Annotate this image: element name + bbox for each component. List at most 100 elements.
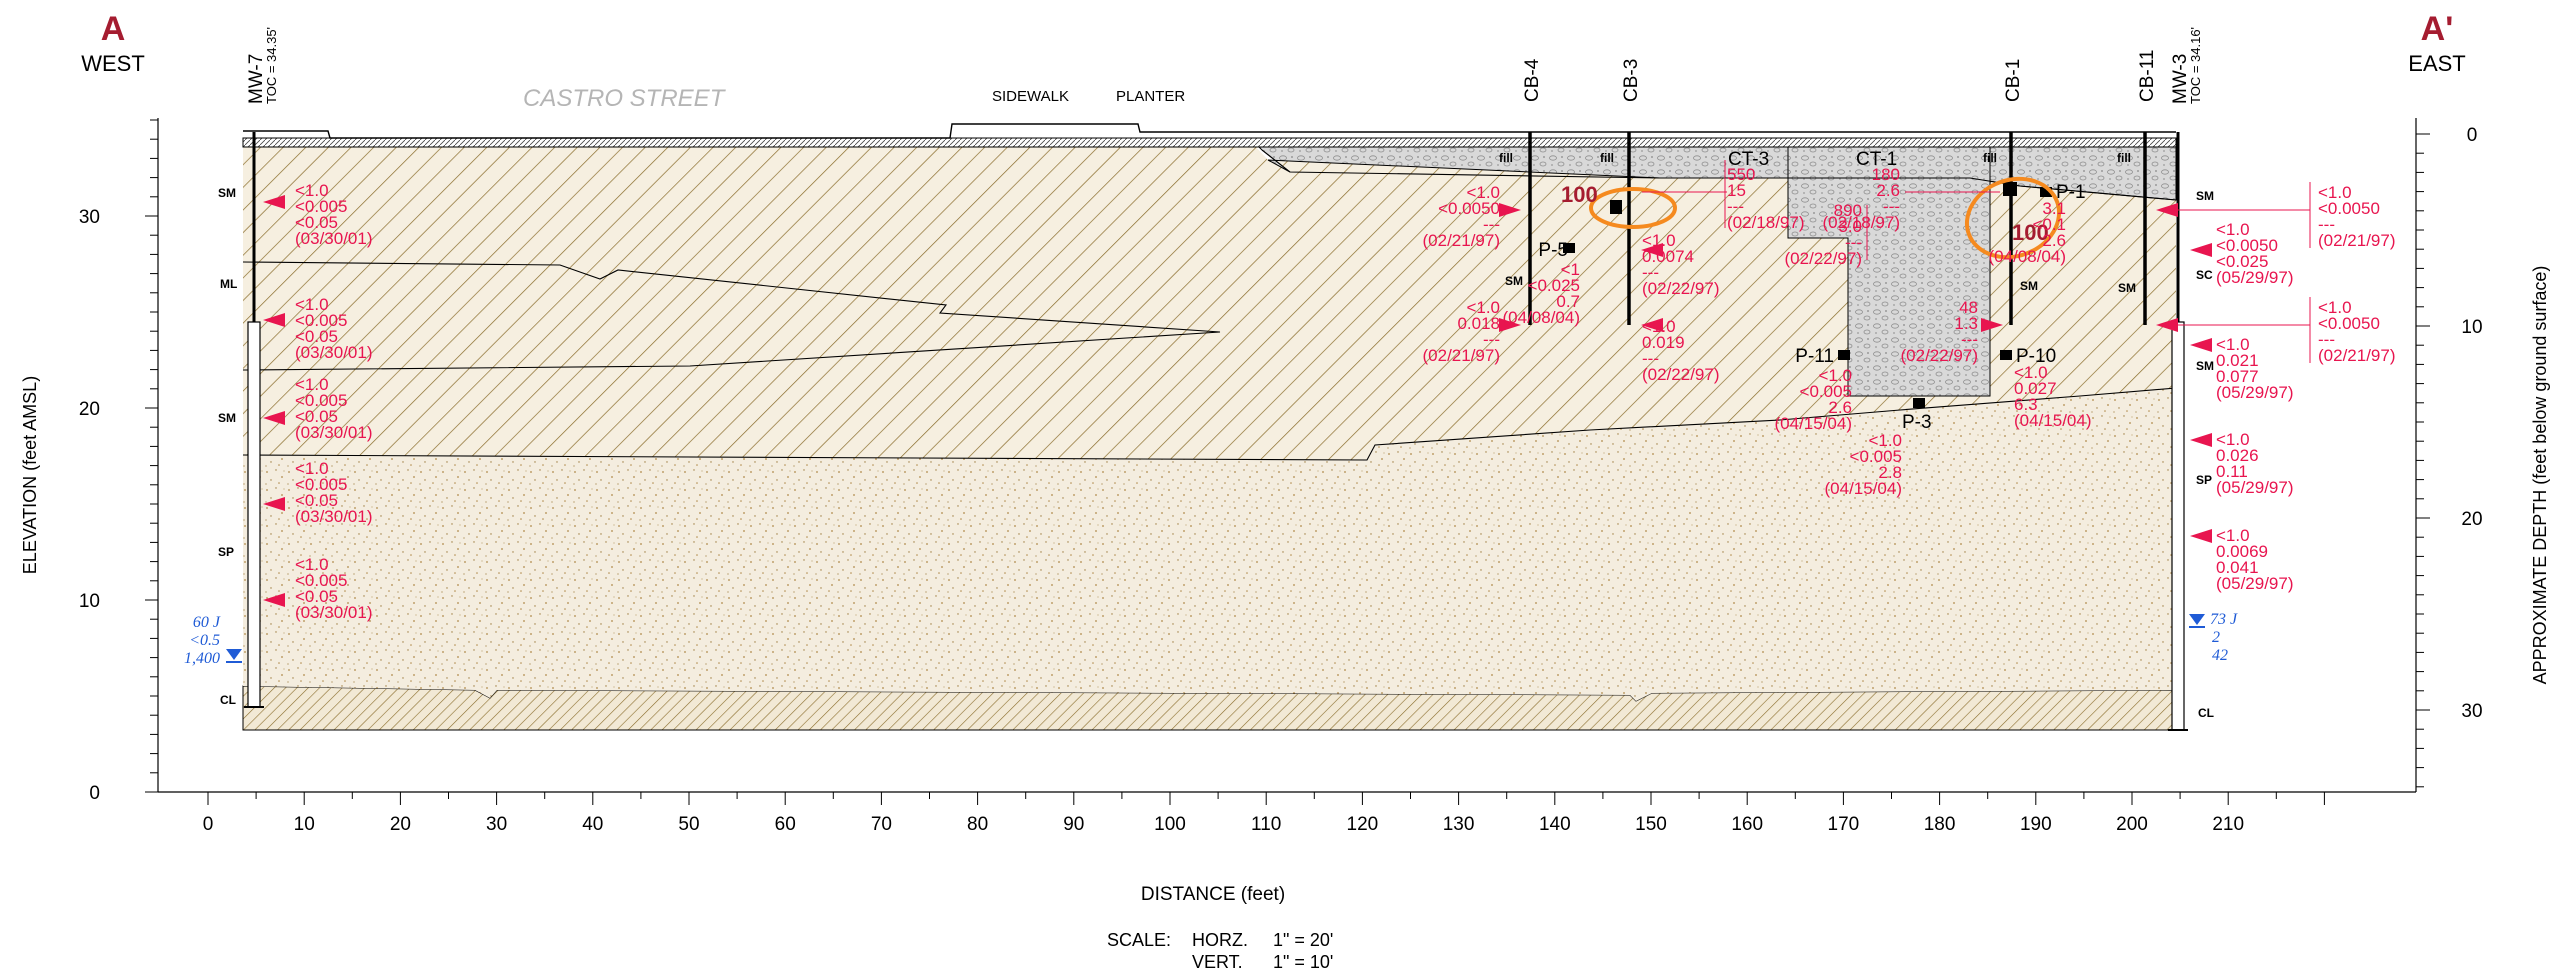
soil-code: CL — [220, 693, 236, 707]
highlights: 100 100 — [1561, 176, 2062, 260]
left-tick-label: 0 — [89, 783, 100, 804]
probe-p1-marker — [2040, 187, 2052, 197]
x-tick-label: 170 — [1828, 814, 1860, 835]
gw-mw7-1: 60 J — [193, 614, 221, 631]
gw-mw7-2: <0.5 — [189, 632, 220, 649]
sample-value: <0.005 — [295, 197, 347, 216]
sample-arrow — [2156, 318, 2178, 332]
sample-value: <1.0 — [1466, 183, 1500, 202]
x-tick-label: 10 — [294, 814, 315, 835]
sample-value: 3.0 — [1838, 217, 1862, 236]
sample-value: (05/29/97) — [2216, 478, 2294, 497]
gw-mw3-2: 2 — [2212, 629, 2220, 646]
sample-value: 6.3 — [2014, 395, 2038, 414]
probe-p10-marker — [2000, 350, 2012, 360]
sample-value: 2.6 — [2042, 231, 2066, 250]
direction-west: WEST — [81, 51, 145, 76]
sample-value: <1.0 — [2216, 430, 2250, 449]
sample-value: <1.0 — [295, 295, 329, 314]
sample-arrow — [263, 313, 285, 327]
probe-p11-marker — [1838, 350, 1850, 360]
water-table-icon — [2189, 614, 2205, 625]
silty-sand-layer — [243, 146, 2176, 460]
scale-vert-label: VERT. — [1192, 952, 1243, 972]
sample-value: 2.6 — [1828, 398, 1852, 417]
x-tick-label: 150 — [1635, 814, 1667, 835]
sample-value: (05/29/97) — [2216, 268, 2294, 287]
sample-value: 48 — [1959, 298, 1978, 317]
left-tick-label: 10 — [79, 591, 100, 612]
x-tick-label: 130 — [1443, 814, 1475, 835]
sample-arrow — [263, 593, 285, 607]
sample-value: 0.027 — [2014, 379, 2057, 398]
left-axis-label: ELEVATION (feet AMSL) — [20, 376, 40, 574]
soil-codes: SM ML SM SP CL SM SC SM SP CL SM SM SM f… — [218, 151, 2214, 720]
x-tick-label: 100 — [1154, 814, 1186, 835]
scale-vert-value: 1" = 10' — [1273, 952, 1333, 972]
probe-p5-name: P-5 — [1538, 240, 1568, 261]
x-tick-label: 80 — [967, 814, 988, 835]
sample-value: <0.0050 — [1438, 199, 1500, 218]
sample-value: --- — [1845, 233, 1862, 252]
sample-value: (03/30/01) — [295, 343, 373, 362]
gw-mw7-3: 1,400 — [184, 650, 220, 667]
sample-value: 0.021 — [2216, 351, 2259, 370]
x-axis-label: DISTANCE (feet) — [1141, 884, 1285, 905]
sample-value: (05/29/97) — [2216, 574, 2294, 593]
boring-cb4-name: CB-4 — [1522, 58, 1543, 102]
sidewalk-label: SIDEWALK — [992, 88, 1069, 105]
ground-surface — [243, 123, 2176, 139]
sample-value: <1.0 — [2216, 526, 2250, 545]
sample-value: <1.0 — [295, 555, 329, 574]
right-tick-label: 20 — [2461, 509, 2482, 530]
soil-code: fill — [1499, 151, 1513, 165]
sample-value: --- — [2318, 330, 2335, 349]
boring-cb11-name: CB-11 — [2137, 50, 2158, 102]
sample-value: <1.0 — [2216, 220, 2250, 239]
x-tick-label: 50 — [678, 814, 699, 835]
sample-value: (04/08/04) — [1989, 247, 2067, 266]
sample-value: <0.1 — [2032, 215, 2066, 234]
planter-label: PLANTER — [1116, 88, 1185, 105]
sample-value: <1.0 — [1868, 431, 1902, 450]
sample-value: (02/18/97) — [1727, 213, 1805, 232]
sample-arrow — [1499, 203, 1521, 217]
sample-value: (02/22/97) — [1642, 365, 1720, 384]
sample-value: <0.005 — [295, 311, 347, 330]
x-tick-label: 60 — [775, 814, 796, 835]
sample-value: <0.005 — [295, 475, 347, 494]
sample-value: 0.041 — [2216, 558, 2259, 577]
sample-value: (02/21/97) — [2318, 231, 2396, 250]
soil-code: CL — [2198, 706, 2214, 720]
sample-value: (02/18/97) — [1823, 213, 1901, 232]
probe-p3-name: P-3 — [1902, 412, 1932, 433]
sample-value: 3.1 — [2042, 199, 2066, 218]
sample-value: 180 — [1872, 165, 1900, 184]
soil-code: fill — [1983, 151, 1997, 165]
axis-ticks: 0 10 20 30 0 10 20 30 0 10 20 30 40 50 60 70 80 90 100 110 1… — [79, 119, 2483, 835]
soil-code: SM — [2196, 359, 2214, 373]
well-mw7-name: MW-7 — [246, 54, 267, 104]
sample-arrow — [2156, 203, 2178, 217]
left-tick-label: 30 — [79, 207, 100, 228]
x-tick-label: 30 — [486, 814, 507, 835]
sample-value: (02/21/97) — [2318, 346, 2396, 365]
probe-cb1-marker — [2003, 182, 2017, 196]
sample-value: (04/15/04) — [1775, 414, 1853, 433]
probe-p1-name: P-1 — [2056, 182, 2086, 203]
sample-value: --- — [1483, 215, 1500, 234]
sample-value: <0.005 — [1850, 447, 1902, 466]
sample-value: <1 — [1561, 260, 1580, 279]
highlight-value-ct3: 100 — [1561, 182, 1598, 207]
well-mw3-casing — [2171, 321, 2185, 731]
water-table-icon — [226, 649, 242, 660]
sample-arrow — [2190, 433, 2212, 447]
soil-layers — [242, 123, 2177, 731]
soil-code: fill — [1600, 151, 1614, 165]
scale-horz-label: HORZ. — [1192, 930, 1248, 950]
sample-value: 550 — [1727, 165, 1755, 184]
sample-value: <0.005 — [1800, 382, 1852, 401]
soil-code: SM — [2020, 279, 2038, 293]
sample-value: (02/21/97) — [1423, 346, 1501, 365]
pavement — [242, 137, 2177, 148]
